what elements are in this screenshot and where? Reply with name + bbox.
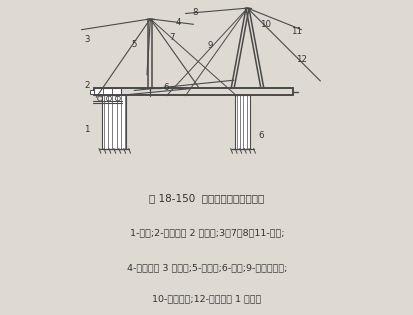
Text: 8: 8 [192, 8, 197, 17]
Text: 4-牵引绳至 3 号绞车;5-木门架;6-导梁;9-牵引钢丝绳;: 4-牵引绳至 3 号绞车;5-木门架;6-导梁;9-牵引钢丝绳; [126, 263, 287, 272]
Text: 9: 9 [206, 41, 212, 50]
Text: 1: 1 [84, 125, 89, 134]
Text: 6: 6 [164, 83, 169, 92]
Text: 4: 4 [176, 18, 181, 27]
Text: 6: 6 [258, 130, 263, 140]
Bar [94, 88, 121, 95]
Text: 11: 11 [290, 26, 301, 36]
Text: 10: 10 [259, 20, 270, 29]
Bar [234, 95, 249, 148]
Text: 1-平车;2-牵引绳至 2 号绞车;3、7、8、11-风缆;: 1-平车;2-牵引绳至 2 号绞车;3、7、8、11-风缆; [129, 228, 284, 238]
Text: 12: 12 [295, 55, 306, 64]
Text: 7: 7 [169, 33, 174, 42]
Bar [102, 95, 126, 148]
Text: 3: 3 [84, 35, 89, 44]
Text: 2: 2 [84, 81, 89, 89]
Text: 5: 5 [131, 40, 137, 49]
Text: 图 18-150  简易型钢导梁纵向移运: 图 18-150 简易型钢导梁纵向移运 [149, 194, 264, 203]
Text: 10-人字扒杆;12-牵引绳至 1 号绞车: 10-人字扒杆;12-牵引绳至 1 号绞车 [152, 295, 261, 304]
